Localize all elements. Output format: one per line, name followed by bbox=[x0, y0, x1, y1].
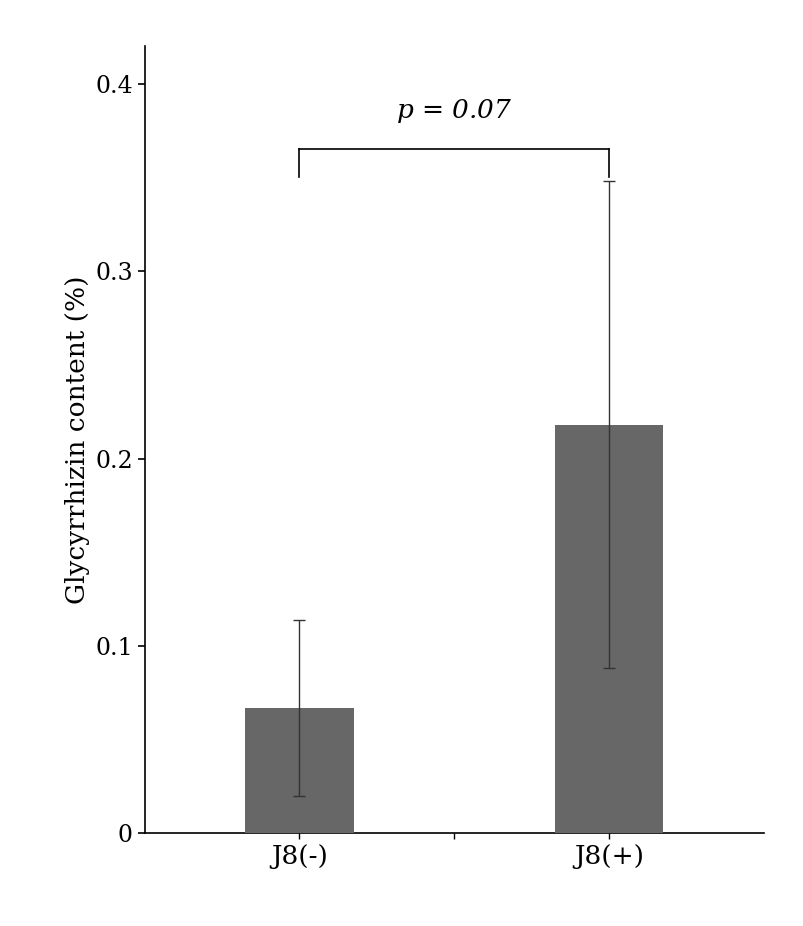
Bar bbox=[245, 707, 353, 833]
Text: $p$ = 0.07: $p$ = 0.07 bbox=[396, 97, 512, 125]
Bar bbox=[554, 425, 662, 833]
Y-axis label: Glycyrrhizin content (%): Glycyrrhizin content (%) bbox=[64, 276, 89, 604]
